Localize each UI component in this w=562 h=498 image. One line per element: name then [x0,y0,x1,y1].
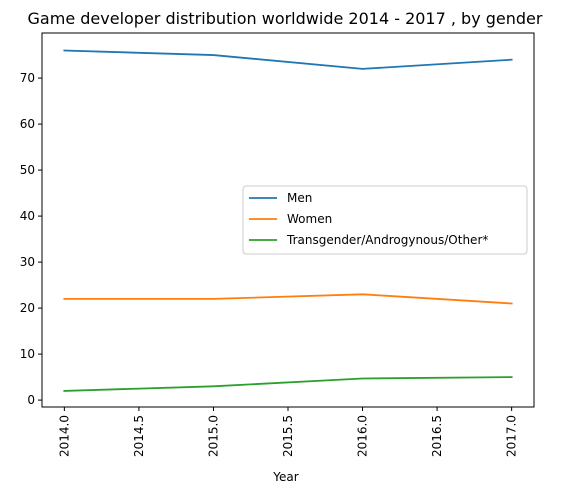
y-tick-label: 10 [20,347,35,361]
x-tick-label: 2014.0 [57,415,71,457]
y-tick-label: 70 [20,71,35,85]
plot-lines [63,49,513,392]
y-tick-label: 60 [20,117,35,131]
series-line-1 [63,293,513,305]
x-tick-label: 2016.0 [356,415,370,457]
y-tick-label: 30 [20,255,35,269]
legend-label-0: Men [287,191,312,205]
y-axis: 0 10 20 30 40 50 60 70 [20,71,42,407]
x-tick-label: 2016.5 [430,415,444,457]
series-line-0 [63,49,513,70]
x-tick-label: 2015.5 [281,415,295,457]
legend: Men Women Transgender/Androgynous/Other* [242,185,528,255]
y-tick-label: 0 [27,393,35,407]
chart-title: Game developer distribution worldwide 20… [28,9,543,28]
x-axis: 2014.0 2014.5 2015.0 2015.5 2016.0 2016.5 2017… [57,407,519,457]
x-tick-label: 2015.0 [206,415,220,457]
legend-label-2: Transgender/Androgynous/Other* [286,233,488,247]
x-axis-label: Year [272,470,298,484]
legend-box [242,185,528,255]
y-tick-label: 20 [20,301,35,315]
y-tick-label: 40 [20,209,35,223]
y-tick-label: 50 [20,163,35,177]
x-tick-label: 2014.5 [132,415,146,457]
x-tick-label: 2017.0 [505,415,519,457]
legend-label-1: Women [287,212,332,226]
series-line-2 [63,376,513,392]
